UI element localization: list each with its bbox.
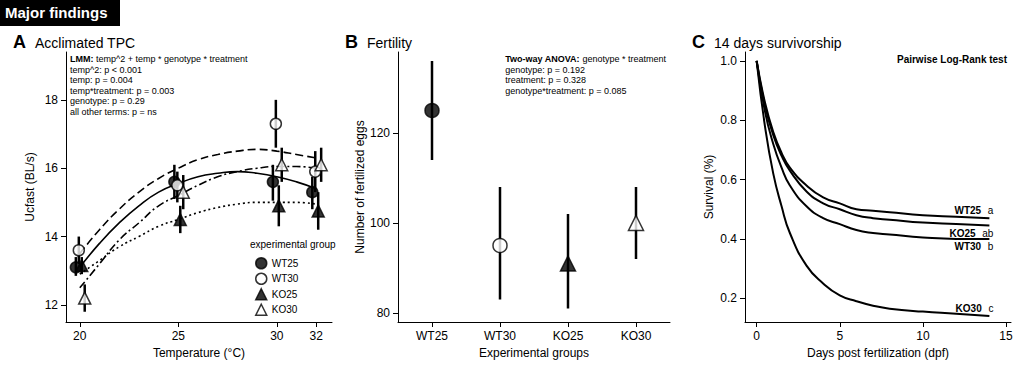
svg-text:KO25: KO25 <box>553 329 584 343</box>
svg-text:Acclimated TPC: Acclimated TPC <box>35 35 135 51</box>
svg-text:120: 120 <box>370 126 390 140</box>
svg-text:Two-way ANOVA:: Two-way ANOVA: <box>505 54 579 64</box>
svg-text:genotype*treatment: p = 0.085: genotype*treatment: p = 0.085 <box>505 86 626 96</box>
svg-text:14 days survivorship: 14 days survivorship <box>714 35 842 51</box>
svg-text:KO25: KO25 <box>949 228 976 239</box>
svg-text:80: 80 <box>377 306 391 320</box>
svg-text:B: B <box>345 32 358 52</box>
svg-text:temp*treatment: p = 0.003: temp*treatment: p = 0.003 <box>70 86 174 96</box>
svg-text:25: 25 <box>172 329 186 343</box>
svg-text:genotype * treatment: genotype * treatment <box>580 54 667 64</box>
svg-text:A: A <box>13 32 26 52</box>
svg-text:genotype: p = 0.192: genotype: p = 0.192 <box>505 65 585 75</box>
svg-text:WT25: WT25 <box>954 205 981 216</box>
svg-text:treatment: p = 0.328: treatment: p = 0.328 <box>505 75 586 85</box>
svg-text:Pairwise Log-Rank test: Pairwise Log-Rank test <box>897 54 1008 65</box>
svg-text:C: C <box>692 32 705 52</box>
svg-text:temp^2: p < 0.001: temp^2: p < 0.001 <box>70 65 142 75</box>
svg-text:20: 20 <box>73 329 87 343</box>
svg-text:Ucfast (BL/s): Ucfast (BL/s) <box>23 152 37 221</box>
svg-text:genotype: p = 0.29: genotype: p = 0.29 <box>70 96 145 106</box>
svg-text:WT25: WT25 <box>416 329 448 343</box>
svg-text:1.0: 1.0 <box>720 54 737 68</box>
svg-text:5: 5 <box>836 329 843 343</box>
svg-text:temp^2 + temp * genotype * tre: temp^2 + temp * genotype * treatment <box>93 54 248 64</box>
svg-text:experimental group: experimental group <box>250 239 336 250</box>
svg-text:0.6: 0.6 <box>720 173 737 187</box>
svg-text:Major findings: Major findings <box>5 4 108 21</box>
svg-text:100: 100 <box>370 216 390 230</box>
svg-text:WT30: WT30 <box>484 329 516 343</box>
svg-text:32: 32 <box>310 329 324 343</box>
svg-text:LMM:: LMM: <box>70 54 94 64</box>
svg-text:KO30: KO30 <box>621 329 652 343</box>
svg-text:18: 18 <box>45 93 59 107</box>
svg-text:0.4: 0.4 <box>720 232 737 246</box>
svg-text:Experimental groups: Experimental groups <box>479 346 589 360</box>
svg-text:Temperature (°C): Temperature (°C) <box>153 346 245 360</box>
svg-text:Number of fertilized eggs: Number of fertilized eggs <box>353 120 367 253</box>
svg-text:12: 12 <box>45 298 59 312</box>
svg-text:KO25: KO25 <box>272 289 298 300</box>
svg-text:0: 0 <box>753 329 760 343</box>
svg-text:WT30: WT30 <box>272 273 299 284</box>
svg-text:WT25: WT25 <box>272 258 299 269</box>
svg-text:KO30: KO30 <box>272 304 298 315</box>
svg-text:b: b <box>988 241 994 252</box>
svg-text:a: a <box>988 205 994 216</box>
svg-text:10: 10 <box>916 329 930 343</box>
svg-text:14: 14 <box>45 230 59 244</box>
svg-text:all other terms: p = ns: all other terms: p = ns <box>70 107 157 117</box>
svg-text:0.2: 0.2 <box>720 291 737 305</box>
svg-text:30: 30 <box>270 329 284 343</box>
svg-text:Days post fertilization (dpf): Days post fertilization (dpf) <box>807 346 949 360</box>
svg-text:KO30: KO30 <box>956 303 983 314</box>
svg-text:0.8: 0.8 <box>720 113 737 127</box>
svg-text:WT30: WT30 <box>954 241 981 252</box>
svg-text:16: 16 <box>45 161 59 175</box>
svg-text:Survival (%): Survival (%) <box>702 155 716 220</box>
svg-text:15: 15 <box>999 329 1013 343</box>
svg-text:ab: ab <box>982 228 994 239</box>
svg-text:temp: p = 0.004: temp: p = 0.004 <box>70 75 133 85</box>
svg-text:Fertility: Fertility <box>367 35 412 51</box>
svg-text:c: c <box>988 303 993 314</box>
